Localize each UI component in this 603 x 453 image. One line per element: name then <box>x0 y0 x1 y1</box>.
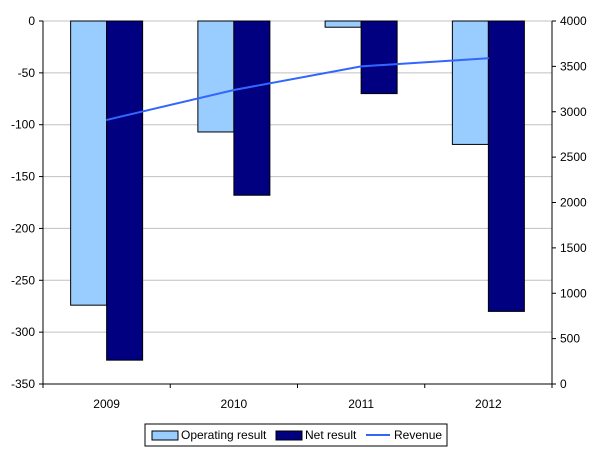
right-axis-tick-label: 1500 <box>560 241 587 255</box>
left-axis-tick-label: -300 <box>11 325 35 339</box>
left-axis-tick-label: -50 <box>18 66 36 80</box>
x-axis-tick-labels: 2009 2010 2011 2012 <box>93 397 502 411</box>
revenue-point-2009 <box>105 119 108 121</box>
bars-group <box>70 20 525 361</box>
left-axis-tick-label: -100 <box>11 118 35 132</box>
legend-label-revenue: Revenue <box>394 428 442 442</box>
bar-operating-result-2009 <box>70 20 108 306</box>
x-axis-tick-label: 2012 <box>475 397 502 411</box>
legend-label-operating-result: Operating result <box>181 428 267 442</box>
legend-swatch-operating-result <box>151 430 179 441</box>
left-axis-tick-labels: 0 -50 -100 -150 -200 -250 -300 -350 <box>11 14 35 391</box>
bar-net-result-2010 <box>233 20 271 196</box>
bar-net-result-2009 <box>106 20 144 361</box>
x-axis-tick-label: 2010 <box>221 397 248 411</box>
revenue-point-2012 <box>487 57 490 60</box>
series-line-revenue <box>106 57 489 121</box>
left-axis-tick-label: -250 <box>11 273 35 287</box>
right-axis-tick-label: 3500 <box>560 59 587 73</box>
left-axis-tick-label: -200 <box>11 221 35 235</box>
x-axis-tick-label: 2011 <box>348 397 374 411</box>
bar-operating-result-2012 <box>451 20 489 145</box>
left-axis-tick-label: 0 <box>28 14 35 28</box>
right-axis-tick-label: 2000 <box>560 196 587 210</box>
revenue-point-2010 <box>233 89 235 91</box>
left-axis-tick-label: -150 <box>11 170 35 184</box>
revenue-line-group <box>105 57 490 121</box>
axes <box>39 20 556 388</box>
x-axis-tick-label: 2009 <box>93 397 120 411</box>
right-axis-tick-label: 2500 <box>560 150 587 164</box>
bar-operating-result-2011 <box>324 20 362 28</box>
legend-swatch-net-result <box>275 430 303 441</box>
right-axis-tick-label: 4000 <box>560 14 587 28</box>
right-axis-tick-labels: 0 500 1000 1500 2000 2500 3000 3500 4000 <box>560 14 587 391</box>
legend: Operating result Net result Revenue <box>144 423 448 447</box>
bar-net-result-2012 <box>487 20 525 312</box>
left-axis-tick-label: -350 <box>11 377 35 391</box>
right-axis-tick-label: 1000 <box>560 286 587 300</box>
revenue-point-2011 <box>360 65 362 68</box>
bar-operating-result-2010 <box>197 20 235 133</box>
bar-net-result-2011 <box>360 20 398 95</box>
right-axis-tick-label: 3000 <box>560 105 587 119</box>
right-axis-tick-label: 500 <box>560 332 580 346</box>
right-axis-tick-label: 0 <box>560 377 567 391</box>
legend-label-net-result: Net result <box>305 428 357 442</box>
